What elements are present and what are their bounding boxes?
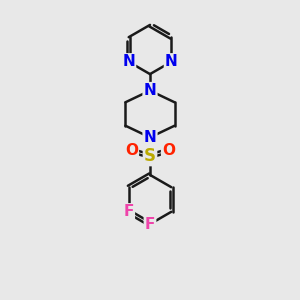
Text: O: O — [125, 143, 138, 158]
Text: N: N — [144, 83, 156, 98]
Text: S: S — [144, 147, 156, 165]
Text: F: F — [145, 217, 155, 232]
Text: F: F — [124, 204, 134, 219]
Text: N: N — [122, 54, 135, 69]
Text: N: N — [165, 54, 178, 69]
Text: N: N — [144, 130, 156, 145]
Text: O: O — [162, 143, 175, 158]
